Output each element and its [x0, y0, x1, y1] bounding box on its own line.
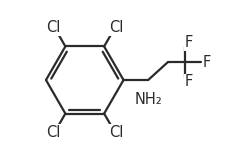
Text: F: F: [185, 74, 193, 89]
Text: NH₂: NH₂: [134, 92, 162, 107]
Text: F: F: [185, 36, 193, 51]
Text: Cl: Cl: [46, 125, 60, 140]
Text: Cl: Cl: [109, 20, 124, 35]
Text: Cl: Cl: [109, 125, 124, 140]
Text: F: F: [202, 55, 210, 70]
Text: Cl: Cl: [46, 20, 60, 35]
